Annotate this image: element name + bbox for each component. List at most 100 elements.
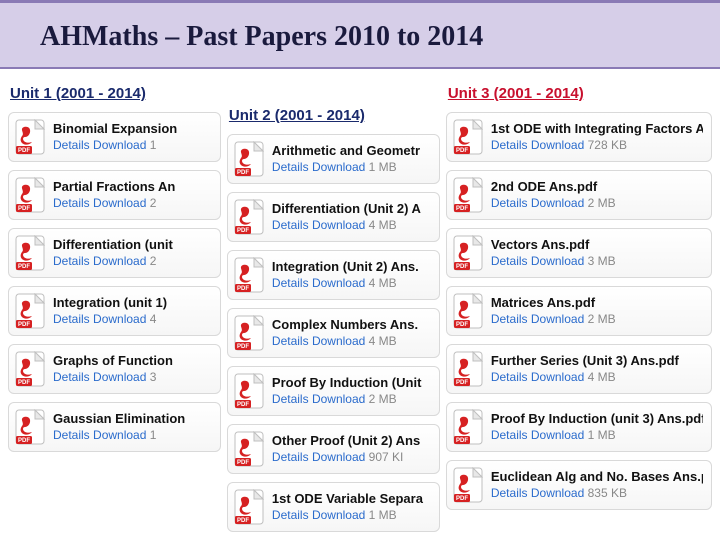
details-link[interactable]: Details — [491, 486, 528, 500]
file-name: Other Proof (Unit 2) Ans — [272, 433, 431, 449]
file-card[interactable]: 1st ODE with Integrating Factors Ans.pdf… — [446, 112, 712, 162]
file-name: Matrices Ans.pdf — [491, 295, 703, 311]
file-size: 4 MB — [369, 276, 397, 290]
download-link[interactable]: Download — [531, 196, 584, 210]
file-card[interactable]: 1st ODE Variable Separa Details Download… — [227, 482, 440, 532]
file-meta: Details Download 4 MB — [272, 334, 431, 349]
file-meta: Details Download 907 KI — [272, 450, 431, 465]
file-size: 2 — [150, 196, 157, 210]
file-size: 4 MB — [588, 370, 616, 384]
pdf-icon — [453, 119, 483, 155]
download-link[interactable]: Download — [312, 276, 365, 290]
pdf-icon — [453, 235, 483, 271]
details-link[interactable]: Details — [491, 254, 528, 268]
details-link[interactable]: Details — [53, 138, 90, 152]
details-link[interactable]: Details — [272, 508, 309, 522]
download-link[interactable]: Download — [531, 486, 584, 500]
details-link[interactable]: Details — [53, 370, 90, 384]
file-name: Complex Numbers Ans. — [272, 317, 431, 333]
pdf-icon — [453, 467, 483, 503]
file-card[interactable]: Other Proof (Unit 2) Ans Details Downloa… — [227, 424, 440, 474]
download-link[interactable]: Download — [531, 254, 584, 268]
file-card[interactable]: Graphs of Function Details Download 3 — [8, 344, 221, 394]
details-link[interactable]: Details — [272, 160, 309, 174]
download-link[interactable]: Download — [312, 450, 365, 464]
file-meta: Details Download 2 — [53, 196, 212, 211]
file-card[interactable]: Complex Numbers Ans. Details Download 4 … — [227, 308, 440, 358]
file-name: Differentiation (unit — [53, 237, 212, 253]
download-link[interactable]: Download — [93, 254, 146, 268]
download-link[interactable]: Download — [312, 392, 365, 406]
download-link[interactable]: Download — [312, 334, 365, 348]
file-size: 2 MB — [369, 392, 397, 406]
details-link[interactable]: Details — [53, 196, 90, 210]
file-size: 1 MB — [369, 160, 397, 174]
pdf-icon — [234, 141, 264, 177]
file-info: Other Proof (Unit 2) Ans Details Downloa… — [272, 433, 431, 464]
details-link[interactable]: Details — [272, 218, 309, 232]
file-name: 1st ODE Variable Separa — [272, 491, 431, 507]
details-link[interactable]: Details — [491, 312, 528, 326]
download-link[interactable]: Download — [93, 370, 146, 384]
details-link[interactable]: Details — [491, 428, 528, 442]
details-link[interactable]: Details — [53, 312, 90, 326]
file-size: 1 — [150, 428, 157, 442]
details-link[interactable]: Details — [272, 450, 309, 464]
file-meta: Details Download 4 — [53, 312, 212, 327]
file-card[interactable]: Binomial Expansion Details Download 1 — [8, 112, 221, 162]
file-card[interactable]: Integration (Unit 2) Ans. Details Downlo… — [227, 250, 440, 300]
file-card[interactable]: Euclidean Alg and No. Bases Ans.pdf Deta… — [446, 460, 712, 510]
pdf-icon — [234, 489, 264, 525]
file-card[interactable]: Differentiation (Unit 2) A Details Downl… — [227, 192, 440, 242]
download-link[interactable]: Download — [312, 218, 365, 232]
details-link[interactable]: Details — [491, 370, 528, 384]
file-card[interactable]: Proof By Induction (unit 3) Ans.pdf Deta… — [446, 402, 712, 452]
details-link[interactable]: Details — [491, 138, 528, 152]
file-name: Vectors Ans.pdf — [491, 237, 703, 253]
details-link[interactable]: Details — [491, 196, 528, 210]
file-card[interactable]: Integration (unit 1) Details Download 4 — [8, 286, 221, 336]
file-card[interactable]: Partial Fractions An Details Download 2 — [8, 170, 221, 220]
details-link[interactable]: Details — [53, 428, 90, 442]
file-card[interactable]: Further Series (Unit 3) Ans.pdf Details … — [446, 344, 712, 394]
file-name: Graphs of Function — [53, 353, 212, 369]
file-meta: Details Download 4 MB — [272, 276, 431, 291]
file-card[interactable]: Gaussian Elimination Details Download 1 — [8, 402, 221, 452]
file-info: Complex Numbers Ans. Details Download 4 … — [272, 317, 431, 348]
file-info: Integration (Unit 2) Ans. Details Downlo… — [272, 259, 431, 290]
file-card[interactable]: 2nd ODE Ans.pdf Details Download 2 MB — [446, 170, 712, 220]
download-link[interactable]: Download — [312, 160, 365, 174]
download-link[interactable]: Download — [531, 428, 584, 442]
download-link[interactable]: Download — [531, 370, 584, 384]
file-card[interactable]: Differentiation (unit Details Download 2 — [8, 228, 221, 278]
file-card[interactable]: Arithmetic and Geometr Details Download … — [227, 134, 440, 184]
download-link[interactable]: Download — [312, 508, 365, 522]
file-name: Arithmetic and Geometr — [272, 143, 431, 159]
download-link[interactable]: Download — [531, 312, 584, 326]
file-info: Proof By Induction (unit 3) Ans.pdf Deta… — [491, 411, 703, 442]
download-link[interactable]: Download — [93, 196, 146, 210]
header-band: AHMaths – Past Papers 2010 to 2014 — [0, 0, 720, 69]
download-link[interactable]: Download — [531, 138, 584, 152]
file-info: Matrices Ans.pdf Details Download 2 MB — [491, 295, 703, 326]
file-meta: Details Download 4 MB — [272, 218, 431, 233]
file-size: 907 KI — [369, 450, 404, 464]
download-link[interactable]: Download — [93, 312, 146, 326]
file-card[interactable]: Matrices Ans.pdf Details Download 2 MB — [446, 286, 712, 336]
file-meta: Details Download 1 — [53, 138, 212, 153]
file-name: Differentiation (Unit 2) A — [272, 201, 431, 217]
file-name: Euclidean Alg and No. Bases Ans.pdf — [491, 469, 703, 485]
download-link[interactable]: Download — [93, 428, 146, 442]
details-link[interactable]: Details — [272, 276, 309, 290]
pdf-icon — [15, 235, 45, 271]
details-link[interactable]: Details — [272, 392, 309, 406]
file-info: 1st ODE Variable Separa Details Download… — [272, 491, 431, 522]
pdf-icon — [15, 177, 45, 213]
details-link[interactable]: Details — [53, 254, 90, 268]
file-card[interactable]: Proof By Induction (Unit Details Downloa… — [227, 366, 440, 416]
details-link[interactable]: Details — [272, 334, 309, 348]
download-link[interactable]: Download — [93, 138, 146, 152]
file-info: Integration (unit 1) Details Download 4 — [53, 295, 212, 326]
unit3-heading: Unit 3 (2001 - 2014) — [448, 85, 712, 102]
file-card[interactable]: Vectors Ans.pdf Details Download 3 MB — [446, 228, 712, 278]
